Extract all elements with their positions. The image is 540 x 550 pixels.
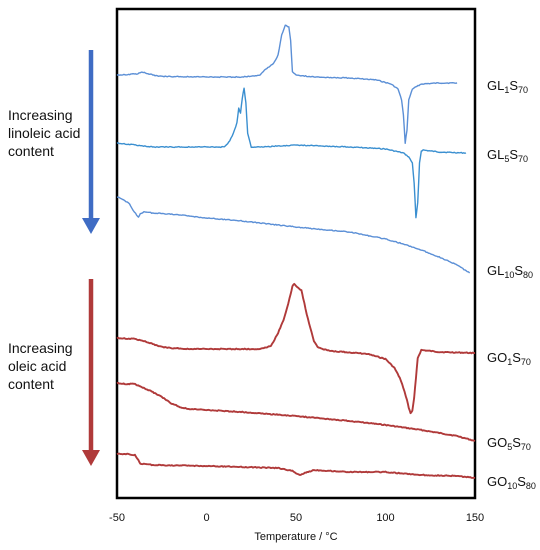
annotation-line: linoleic acid [8,125,81,141]
x-axis-title: Temperature / °C [254,531,337,543]
x-tick-label: -50 [109,512,125,524]
series-labels: GL1S70 GL5S70 GL10S80 GO1S70 GO5S70 GO10S80 [487,78,536,491]
annotation-line: oleic acid [8,358,67,374]
oleic-arrow-head [82,450,100,466]
x-axis-ticks: -50 0 50 100 150 [109,512,484,524]
series-line-go1s70 [116,282,476,415]
x-tick-label: 150 [466,512,484,524]
series-line-gl10s80 [116,196,471,274]
annotation-linoleic: Increasing linoleic acid content [8,106,80,160]
x-tick-label: 100 [376,512,394,524]
series-label-go10s80: GO10S80 [487,474,536,491]
arrows [82,50,100,466]
series-label-go5s70: GO5S70 [487,435,531,452]
annotation-oleic: Increasing oleic acid content [8,339,73,393]
series-label-gl1s70: GL1S70 [487,78,528,95]
series-line-go5s70 [116,381,476,442]
x-tick-label: 0 [203,512,209,524]
annotation-line: content [8,376,54,392]
series-label-gl10s80: GL10S80 [487,263,533,280]
series-line-gl1s70 [116,24,458,145]
series-line-go10s80 [116,452,476,479]
annotation-line: Increasing [8,340,73,356]
series-group [116,24,476,479]
series-line-gl5s70 [116,87,467,219]
series-label-gl5s70: GL5S70 [487,147,528,164]
x-tick-label: 50 [290,512,302,524]
plot-frame [115,7,477,500]
linoleic-arrow-head [82,218,100,234]
series-label-go1s70: GO1S70 [487,350,531,367]
annotation-line: content [8,143,54,159]
annotation-line: Increasing [8,107,73,123]
